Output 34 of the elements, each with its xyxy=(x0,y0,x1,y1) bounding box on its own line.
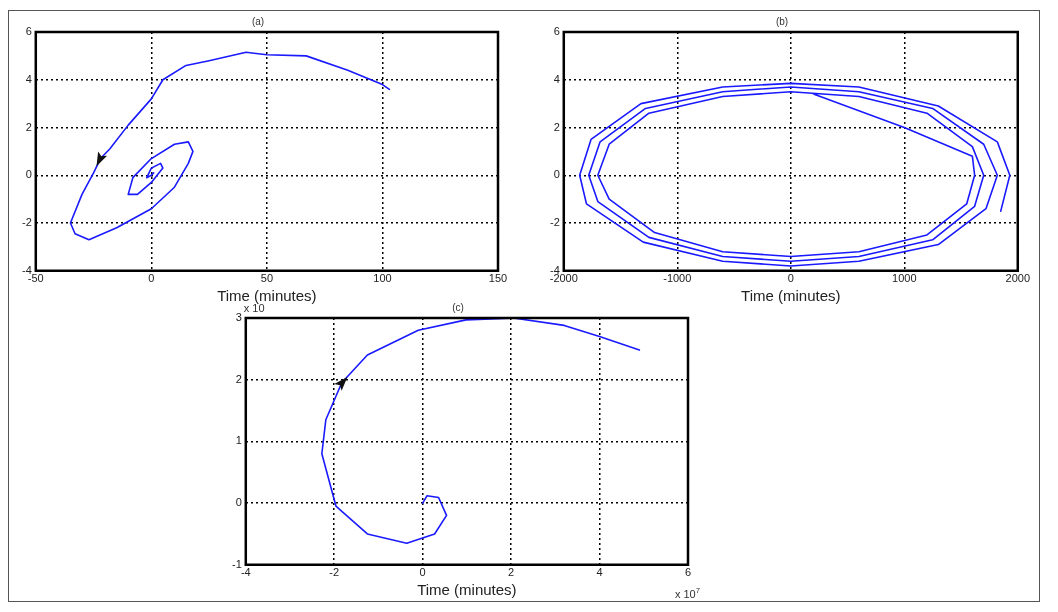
chart-title: (c) xyxy=(452,301,464,313)
x-tick-label: -2 xyxy=(329,566,340,579)
y-tick-label: 2 xyxy=(25,120,32,133)
x-tick-label: 0 xyxy=(419,566,426,579)
y-tick-label: -2 xyxy=(550,216,560,229)
y-tick-label: 0 xyxy=(25,168,32,181)
x-axis-title: Time (minutes) xyxy=(417,581,517,599)
x-tick-label: 150 xyxy=(488,272,508,285)
x-tick-label: 50 xyxy=(260,272,274,285)
y-tick-label: 4 xyxy=(553,72,560,85)
y-tick-label: 2 xyxy=(553,120,560,133)
x-tick-label: 2000 xyxy=(1005,272,1031,285)
x-tick-label: 100 xyxy=(373,272,392,285)
x-tick-label: -1000 xyxy=(663,272,692,285)
y-tick-label: -1 xyxy=(232,557,242,570)
x-tick-label: 2 xyxy=(508,566,515,579)
y-tick-label: 0 xyxy=(553,168,560,181)
x-tick-label: 0 xyxy=(148,272,155,285)
y-tick-label: 4 xyxy=(25,72,32,85)
y-tick-label: 6 xyxy=(553,25,560,38)
y-tick-label: 0 xyxy=(235,496,242,509)
chart-title: (b) xyxy=(775,15,789,27)
y-tick-label: -2 xyxy=(22,216,32,229)
x-tick-label: 4 xyxy=(596,566,603,579)
x-axis-title: Time (minutes) xyxy=(217,287,317,305)
y-tick-label: 1 xyxy=(235,434,242,447)
chart-title: (a) xyxy=(251,15,265,27)
x-axis-title: Time (minutes) xyxy=(741,287,841,305)
y-tick-label: 6 xyxy=(25,25,32,38)
x-tick-label: 6 xyxy=(684,566,692,579)
y-tick-label: 3 xyxy=(235,311,242,324)
y-tick-label: 2 xyxy=(235,372,242,385)
x-tick-label: 1000 xyxy=(892,272,917,285)
x-tick-label: 0 xyxy=(787,272,794,285)
